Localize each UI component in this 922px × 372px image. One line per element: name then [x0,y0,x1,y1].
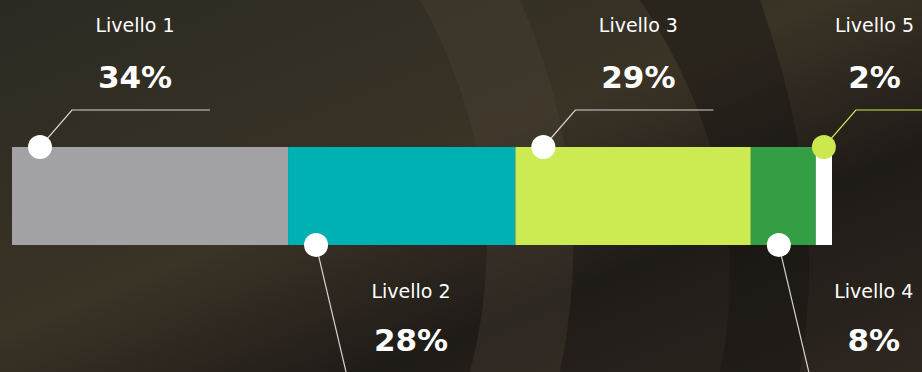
data-label: 29% [601,59,675,95]
leader-dot [28,135,52,159]
background [0,0,922,372]
leader-line [824,110,922,147]
leader-line [779,245,809,372]
leader-line [316,245,346,372]
data-label: 2% [848,59,901,95]
bar-segment [288,147,515,245]
chart: Livello 134%Livello 228%Livello 329%Live… [0,0,922,372]
label-group: Livello 2 28% [304,233,451,372]
label-group: Livello 4 8% [767,233,914,372]
bars [12,147,832,245]
leader-dot [531,135,555,159]
category-label: Livello 5 [835,14,914,36]
leader-dot [812,135,836,159]
category-label: Livello 1 [95,14,174,36]
data-label: 28% [374,322,448,358]
label-group: Livello 1 34% [28,14,210,159]
category-label: Livello 3 [599,14,678,36]
data-label: 34% [98,59,172,95]
label-group: Livello 5 2% [812,14,922,159]
leader-dot [304,233,328,257]
bar-segment [751,147,816,245]
labels: Livello 134%Livello 228%Livello 329%Live… [28,14,922,372]
category-label: Livello 4 [834,280,913,302]
label-group: Livello 3 29% [531,14,713,159]
bar-segment [12,147,288,245]
data-label: 8% [847,322,900,358]
bar-segment [515,147,750,245]
leader-line [543,110,713,147]
bar-segment [816,147,832,245]
category-label: Livello 2 [371,280,450,302]
leader-line [40,110,210,147]
leader-dot [767,233,791,257]
